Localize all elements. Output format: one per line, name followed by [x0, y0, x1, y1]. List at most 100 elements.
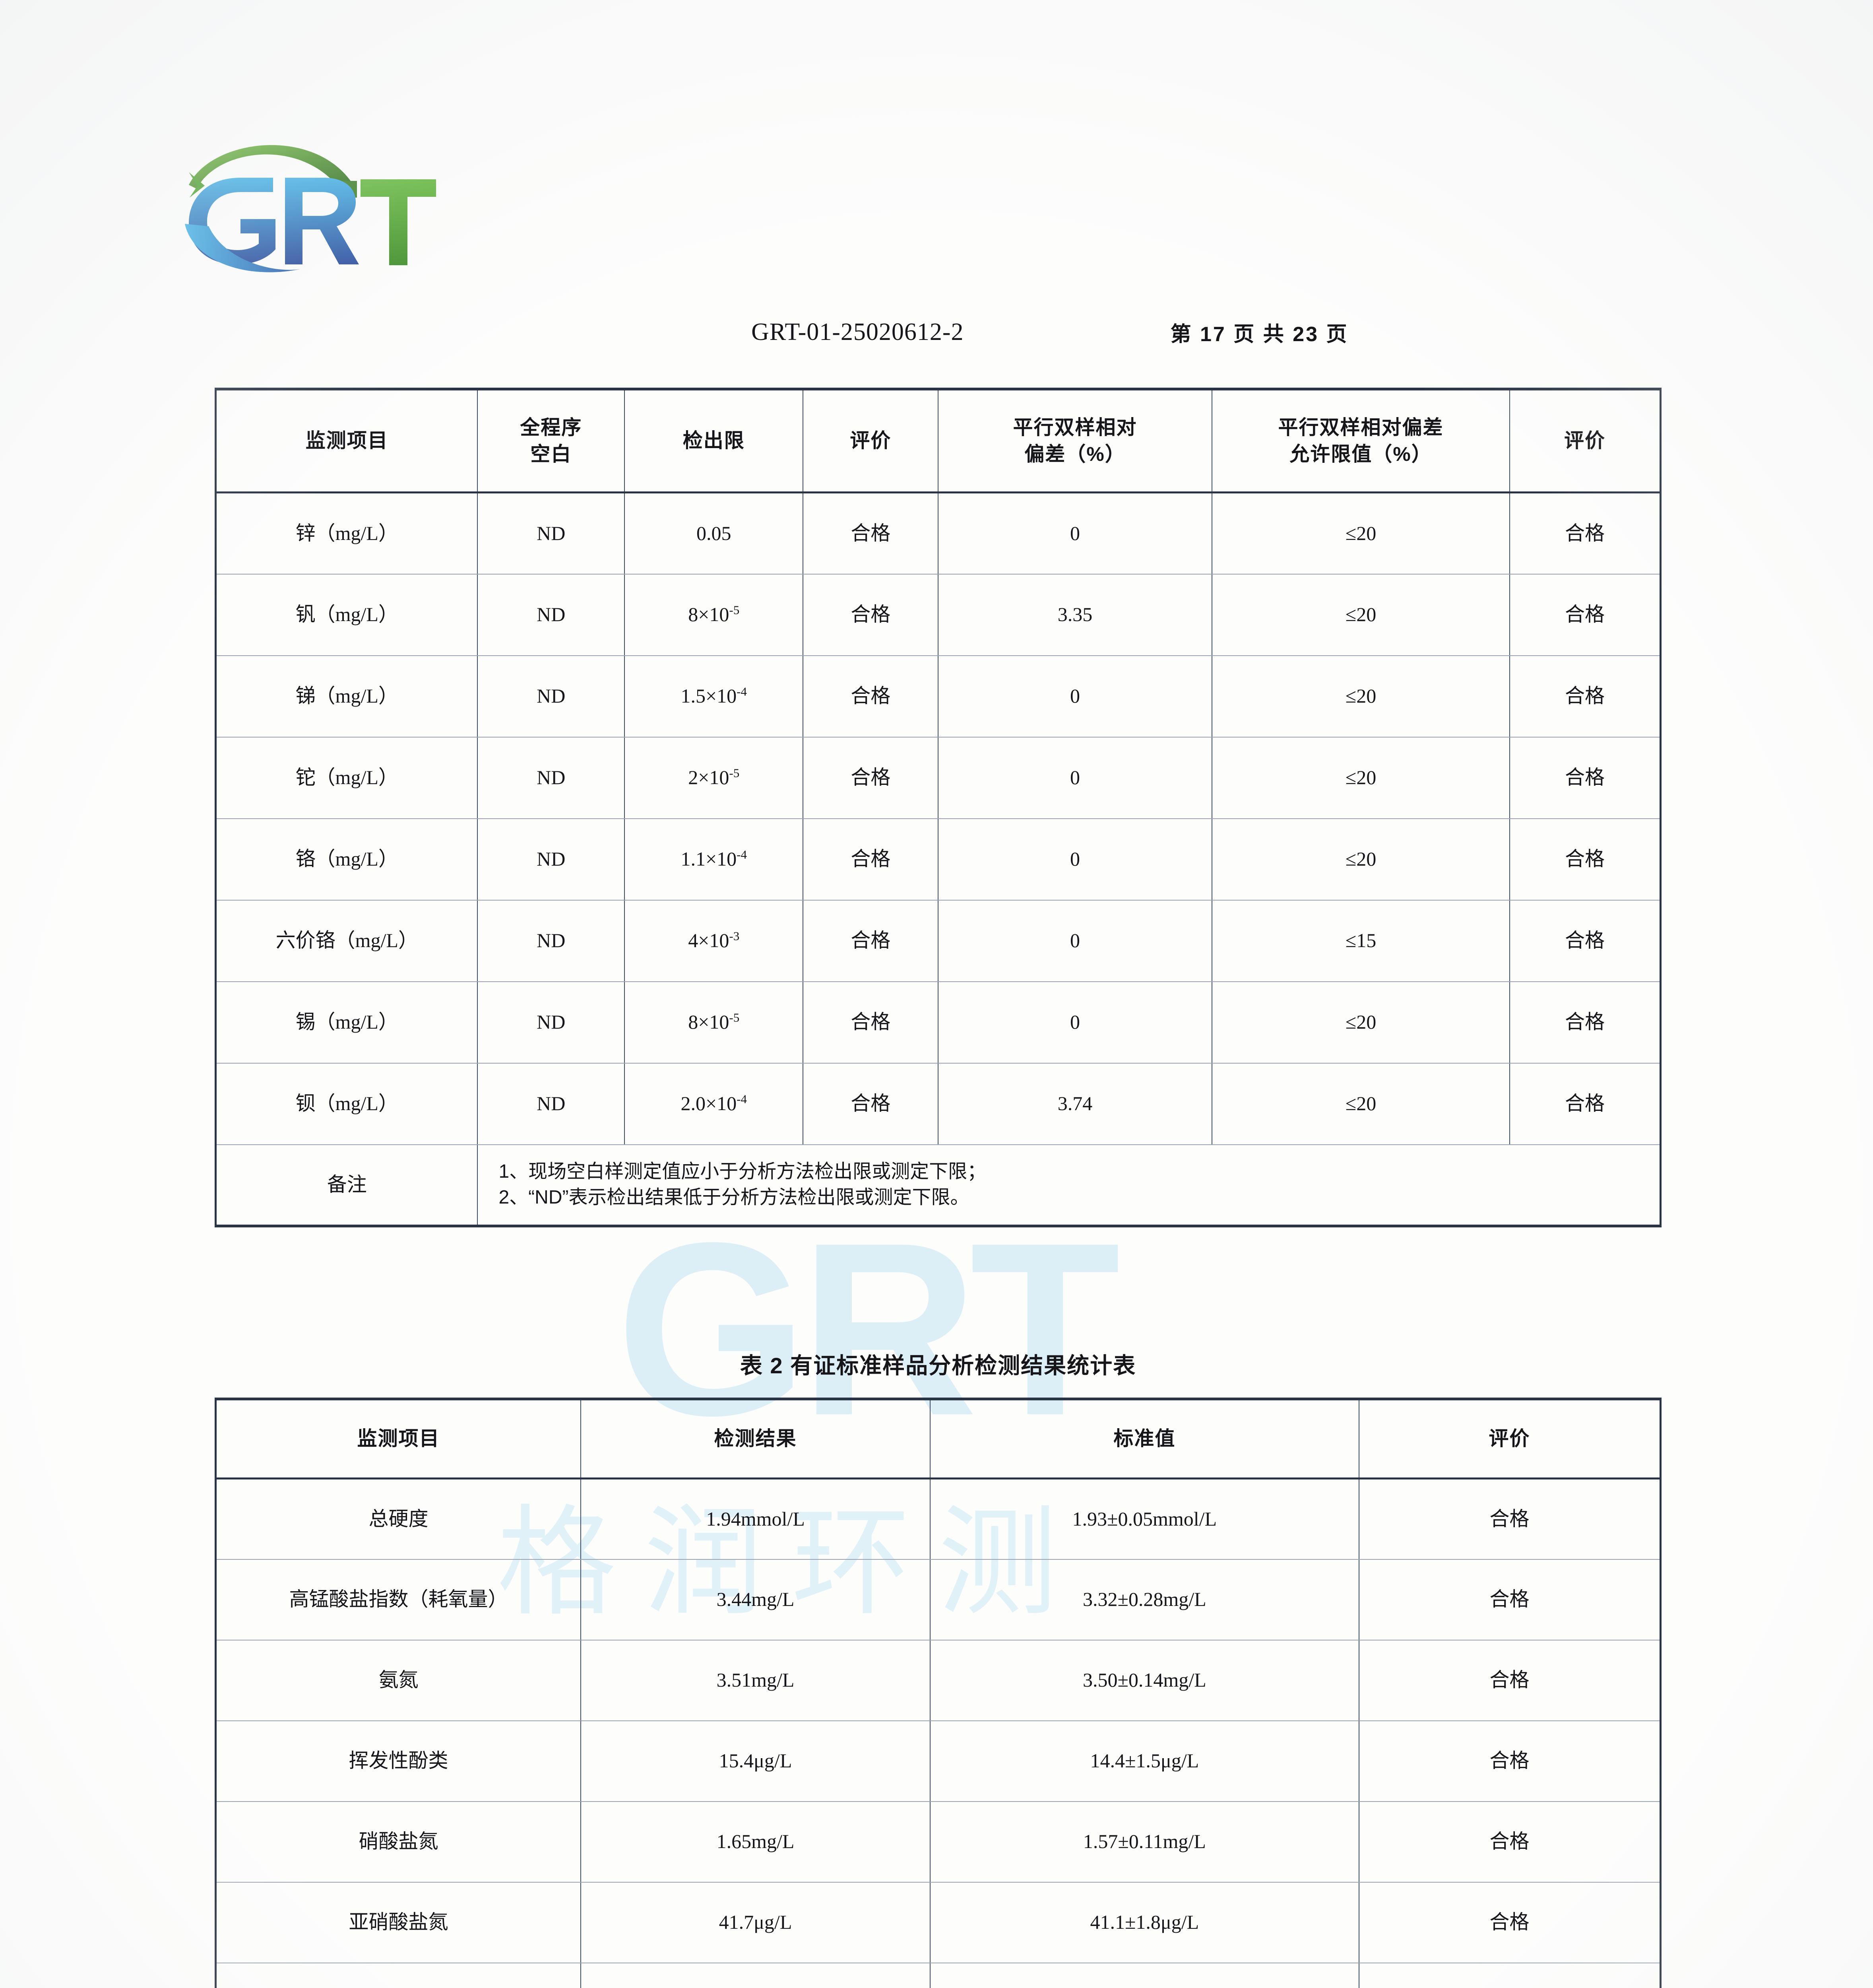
cell-result: 15.4μg/L	[580, 1720, 931, 1802]
cell-eval: 合格	[1358, 1559, 1662, 1640]
cell-limit: ≤20	[1212, 573, 1510, 656]
table-row: 氯化物 7.04mg/L 6.86±0.33mg/L 合格	[215, 1962, 1662, 1988]
company-logo	[181, 141, 555, 272]
cell-standard: 14.4±1.5μg/L	[929, 1720, 1359, 1802]
remark-body: 1、现场空白样测定值应小于分析方法检出限或测定下限； 2、“ND”表示检出结果低…	[477, 1144, 1662, 1227]
cell-deviation: 0	[937, 818, 1213, 901]
cell-standard: 3.32±0.28mg/L	[929, 1559, 1359, 1640]
table2-caption: 表 2 有证标准样品分析检测结果统计表	[740, 1353, 1136, 1378]
cell-item: 氯化物	[215, 1962, 582, 1988]
cell-limit: ≤15	[1212, 899, 1510, 982]
table-row: 铬（mg/L） ND 1.1×10-4 合格 0 ≤20 合格	[215, 818, 1662, 901]
cell-result: 1.65mg/L	[580, 1801, 931, 1883]
cell-item: 总硬度	[215, 1478, 582, 1560]
table-row: 锡（mg/L） ND 8×10-5 合格 0 ≤20 合格	[215, 981, 1662, 1064]
col-header-limit-line2: 允许限值（%）	[1289, 443, 1432, 465]
cell-eval-1: 合格	[803, 1062, 938, 1145]
cell-detect-limit: 1.5×10-4	[624, 655, 804, 738]
col-header-item: 监测项目	[215, 1398, 582, 1479]
col-header-eval-2: 评价	[1509, 388, 1662, 493]
cell-limit: ≤20	[1212, 1062, 1510, 1145]
col-header-blank-line2: 空白	[530, 443, 572, 465]
table-row: 锌（mg/L） ND 0.05 合格 0 ≤20 合格	[215, 492, 1662, 575]
cell-standard: 1.57±0.11mg/L	[929, 1801, 1359, 1883]
cell-detect-limit: 4×10-3	[624, 899, 804, 982]
cell-eval: 合格	[1358, 1720, 1662, 1802]
cell-result: 1.94mmol/L	[580, 1478, 931, 1560]
col-header-blank-line1: 全程序	[520, 416, 582, 439]
col-header-detect-limit: 检出限	[624, 388, 804, 493]
cell-limit: ≤20	[1212, 818, 1510, 901]
cell-eval-1: 合格	[803, 899, 938, 982]
cell-eval: 合格	[1358, 1962, 1662, 1988]
cell-blank: ND	[477, 736, 625, 819]
cell-blank: ND	[477, 573, 625, 656]
cell-standard: 6.86±0.33mg/L	[929, 1962, 1359, 1988]
cell-limit: ≤20	[1212, 655, 1510, 738]
cell-limit: ≤20	[1212, 492, 1510, 575]
cell-eval-1: 合格	[803, 736, 938, 819]
cell-detect-limit: 1.1×10-4	[624, 818, 804, 901]
cell-item: 锡（mg/L）	[215, 981, 478, 1064]
table-row: 铊（mg/L） ND 2×10-5 合格 0 ≤20 合格	[215, 736, 1662, 819]
col-header-blank: 全程序 空白	[477, 388, 625, 493]
cell-eval-2: 合格	[1509, 899, 1662, 982]
cell-detect-limit: 8×10-5	[624, 573, 804, 656]
cell-item: 高锰酸盐指数（耗氧量）	[215, 1559, 582, 1640]
cell-eval-2: 合格	[1509, 818, 1662, 901]
remark-line-1: 1、现场空白样测定值应小于分析方法检出限或测定下限；	[498, 1161, 987, 1182]
cell-detect-limit: 8×10-5	[624, 981, 804, 1064]
cell-eval: 合格	[1358, 1801, 1662, 1883]
cell-blank: ND	[477, 899, 625, 982]
cell-detect-limit: 2.0×10-4	[624, 1062, 804, 1145]
table-header-row: 监测项目 全程序 空白 检出限 评价 平行双样相对 偏差（%） 平行双样相对偏差…	[215, 388, 1662, 493]
cell-limit: ≤20	[1212, 981, 1510, 1064]
cell-blank: ND	[477, 655, 625, 738]
cell-eval-1: 合格	[803, 573, 938, 656]
cell-eval-1: 合格	[803, 981, 938, 1064]
cell-detect-limit: 0.05	[624, 492, 804, 575]
table-row: 六价铬（mg/L） ND 4×10-3 合格 0 ≤15 合格	[215, 899, 1662, 982]
table-row: 高锰酸盐指数（耗氧量） 3.44mg/L 3.32±0.28mg/L 合格	[215, 1559, 1662, 1640]
blank-and-duplicate-table: 监测项目 全程序 空白 检出限 评价 平行双样相对 偏差（%） 平行双样相对偏差…	[215, 388, 1662, 1227]
table-row: 钒（mg/L） ND 8×10-5 合格 3.35 ≤20 合格	[215, 573, 1662, 656]
cell-item: 锑（mg/L）	[215, 655, 478, 738]
cell-deviation: 0	[937, 655, 1213, 738]
cell-standard: 1.93±0.05mmol/L	[929, 1478, 1359, 1560]
table-row: 总硬度 1.94mmol/L 1.93±0.05mmol/L 合格	[215, 1478, 1662, 1560]
grt-logo-icon	[185, 145, 436, 272]
cell-limit: ≤20	[1212, 736, 1510, 819]
cell-standard: 41.1±1.8μg/L	[929, 1881, 1359, 1963]
table-row: 氨氮 3.51mg/L 3.50±0.14mg/L 合格	[215, 1639, 1662, 1721]
col-header-deviation: 平行双样相对 偏差（%）	[937, 388, 1213, 493]
col-header-result: 检测结果	[580, 1398, 931, 1479]
cell-item: 六价铬（mg/L）	[215, 899, 478, 982]
cell-standard: 3.50±0.14mg/L	[929, 1639, 1359, 1721]
cell-result: 3.51mg/L	[580, 1639, 931, 1721]
col-header-deviation-line2: 偏差（%）	[1024, 443, 1126, 465]
cell-item: 钡（mg/L）	[215, 1062, 478, 1145]
col-header-item: 监测项目	[215, 388, 478, 493]
cell-blank: ND	[477, 1062, 625, 1145]
cell-item: 钒（mg/L）	[215, 573, 478, 656]
cell-item: 铊（mg/L）	[215, 736, 478, 819]
cell-eval: 合格	[1358, 1639, 1662, 1721]
cell-blank: ND	[477, 981, 625, 1064]
col-header-eval: 评价	[1358, 1398, 1662, 1479]
cell-eval-2: 合格	[1509, 655, 1662, 738]
cell-blank: ND	[477, 492, 625, 575]
cell-deviation: 3.35	[937, 573, 1213, 656]
document-number: GRT-01-25020612-2	[751, 318, 964, 346]
cell-item: 氨氮	[215, 1639, 582, 1721]
cell-eval: 合格	[1358, 1881, 1662, 1963]
cell-item: 铬（mg/L）	[215, 818, 478, 901]
cell-eval-2: 合格	[1509, 573, 1662, 656]
cell-eval: 合格	[1358, 1478, 1662, 1560]
cell-detect-limit: 2×10-5	[624, 736, 804, 819]
col-header-limit-line1: 平行双样相对偏差	[1278, 416, 1444, 439]
cell-eval-2: 合格	[1509, 492, 1662, 575]
cell-eval-1: 合格	[803, 655, 938, 738]
cell-deviation: 3.74	[937, 1062, 1213, 1145]
remark-row: 备注 1、现场空白样测定值应小于分析方法检出限或测定下限； 2、“ND”表示检出…	[215, 1144, 1662, 1227]
cell-item: 亚硝酸盐氮	[215, 1881, 582, 1963]
